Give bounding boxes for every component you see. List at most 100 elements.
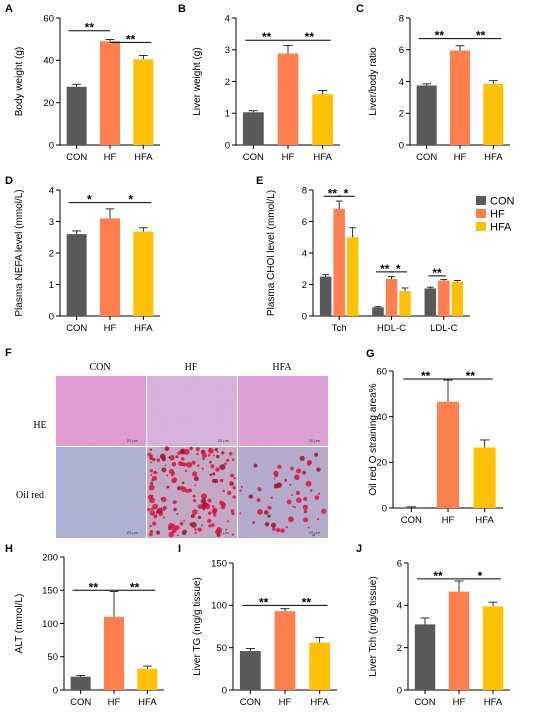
lipid-droplet	[169, 455, 175, 461]
lipid-droplet	[263, 510, 269, 515]
lipid-droplet	[302, 504, 309, 510]
y-tick-label: 0	[49, 311, 54, 322]
y-tick-label: 3	[225, 45, 230, 56]
panel-letter-E: E	[256, 175, 263, 187]
lipid-droplet	[175, 455, 179, 459]
chart-C: C Liver/body ratio 0 2 4 6 8 CON HF HFA ** **	[356, 3, 510, 163]
lipid-droplet	[207, 453, 211, 457]
lipid-droplet	[160, 497, 163, 500]
lipid-droplet	[317, 492, 321, 495]
lipid-droplet	[161, 467, 167, 473]
lipid-droplet	[276, 528, 281, 533]
lipid-droplet	[264, 522, 270, 527]
y-tick-label: 2	[49, 248, 54, 259]
significance-label: **	[328, 186, 338, 200]
lipid-droplet	[168, 531, 175, 538]
lipid-droplet	[272, 527, 276, 531]
significance-label: **	[259, 595, 269, 609]
x-tick-label: HF	[453, 697, 466, 708]
lipid-droplet	[274, 474, 278, 478]
bar-hfa	[133, 59, 154, 145]
micrograph-he-con: 20 μm	[56, 376, 146, 446]
y-tick-label: 100	[42, 619, 58, 630]
lipid-droplet	[207, 498, 212, 503]
bar-hfa	[133, 231, 154, 316]
x-tick-label: CON	[70, 697, 91, 708]
lipid-droplet	[215, 529, 221, 535]
lipid-droplet	[209, 473, 213, 477]
lipid-droplet	[208, 524, 212, 528]
bar-con	[239, 651, 261, 690]
y-axis-label: Liver/body ratio	[368, 47, 379, 116]
lipid-droplet	[232, 486, 236, 490]
lipid-droplet	[222, 489, 225, 493]
y-axis-label: Body weight (g)	[14, 47, 25, 116]
lipid-droplet	[212, 513, 217, 517]
lipid-droplet	[267, 505, 272, 510]
y-tick-label: 0	[225, 140, 230, 151]
lipid-droplet	[149, 469, 154, 473]
micrograph-oilred-con: 20 μm	[56, 447, 146, 538]
lipid-droplet	[215, 467, 220, 472]
lipid-droplet	[200, 498, 207, 504]
bar-hfa-tch	[346, 237, 359, 316]
y-tick-label: 0	[49, 140, 54, 151]
scale-bar-label: 20 μm	[309, 530, 321, 535]
lipid-droplet	[302, 470, 306, 475]
lipid-droplet	[152, 521, 157, 526]
lipid-droplet	[226, 458, 230, 462]
lipid-droplet	[150, 461, 153, 464]
micro-col-label-hfa: HFA	[272, 362, 292, 373]
lipid-droplet	[207, 518, 212, 524]
x-tick-label: HFA	[138, 697, 157, 708]
lipid-droplet	[221, 451, 225, 455]
lipid-droplet	[227, 520, 230, 523]
lipid-droplet	[151, 478, 154, 482]
y-tick-label: 60	[376, 366, 387, 377]
lipid-droplet	[197, 527, 202, 532]
chart-I: I Liver TG (mg/g tissue) 0 50 100 150 CON HF HFA…	[178, 543, 337, 708]
lipid-droplet	[166, 485, 170, 489]
x-tick-label: CON	[243, 152, 264, 163]
scale-bar-label: 20 μm	[218, 438, 230, 443]
lipid-droplet	[152, 457, 156, 462]
y-tick-label: 200	[42, 552, 58, 563]
y-axis-label: Plasma NEFA level (mmol/L)	[14, 189, 25, 316]
lipid-droplet	[252, 521, 256, 524]
x-tick-label: HF	[454, 152, 467, 163]
lipid-droplet	[209, 460, 212, 464]
lipid-droplet	[171, 461, 177, 467]
lipid-droplet	[213, 454, 215, 457]
lipid-droplets	[147, 446, 236, 538]
lipid-droplet	[156, 507, 163, 514]
y-tick-label: 60	[43, 13, 54, 24]
x-tick-label: HFA	[475, 515, 494, 526]
bar-hf	[274, 611, 296, 690]
y-tick-label: 4	[225, 13, 230, 24]
panel-letter-A: A	[5, 3, 13, 15]
bar-con	[416, 85, 437, 145]
lipid-droplet	[176, 534, 179, 537]
lipid-droplet	[312, 534, 315, 537]
y-tick-label: 50	[216, 643, 227, 654]
lipid-droplet	[229, 481, 234, 486]
lipid-droplet	[164, 446, 170, 452]
bar-hfa	[137, 668, 158, 690]
lipid-droplet	[231, 458, 235, 462]
lipid-droplet	[224, 462, 227, 466]
lipid-droplet	[164, 464, 167, 467]
lipid-droplet	[295, 490, 300, 495]
significance-label: *	[478, 569, 483, 583]
significance-label: **	[126, 32, 136, 46]
bar-con	[242, 112, 264, 145]
lipid-droplet	[314, 452, 319, 457]
lipid-droplet	[211, 505, 215, 508]
lipid-droplet	[232, 495, 236, 499]
y-tick-label: 2	[399, 109, 404, 120]
lipid-droplet	[225, 528, 228, 531]
lipid-droplet	[201, 467, 204, 470]
x-tick-label: CON	[66, 323, 87, 334]
lipid-droplet	[166, 474, 169, 477]
